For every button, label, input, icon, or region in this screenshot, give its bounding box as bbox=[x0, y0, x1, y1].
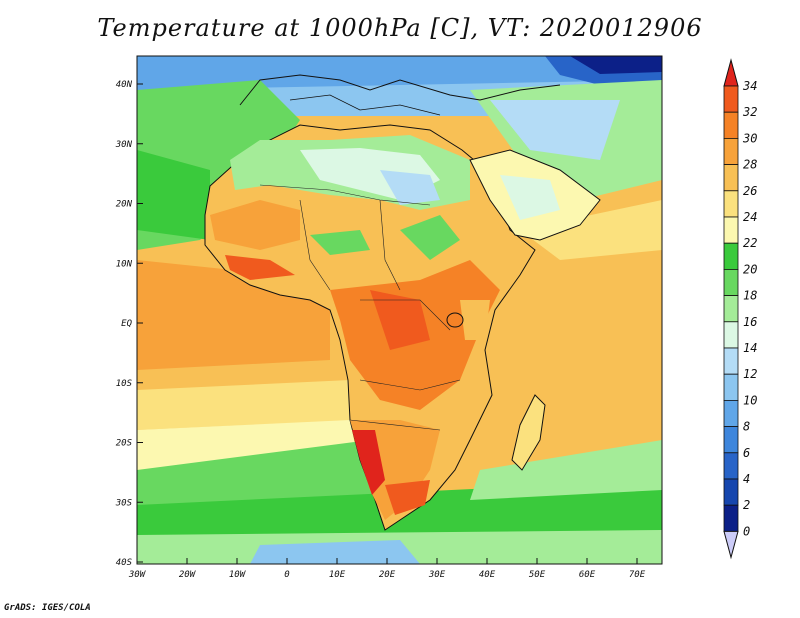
colorbar-label: 28 bbox=[743, 158, 757, 172]
lat-tick-label: 40S bbox=[116, 558, 133, 568]
colorbar-label: 24 bbox=[743, 210, 757, 224]
colorbar-label: 22 bbox=[743, 236, 757, 250]
lon-tick-label: 10E bbox=[329, 570, 346, 580]
colorbar-segment bbox=[723, 85, 739, 113]
colorbar-segment bbox=[723, 478, 739, 506]
madagascar-landmass bbox=[511, 394, 546, 471]
europe-coastline bbox=[239, 74, 561, 106]
map-title: Temperature at 1000hPa [C], VT: 20200129… bbox=[97, 14, 703, 42]
lon-tick-label: 30W bbox=[128, 570, 147, 580]
colorbar-segment bbox=[723, 321, 739, 349]
colorbar-label: 2 bbox=[743, 498, 750, 512]
lat-tick-label: 30N bbox=[115, 140, 133, 150]
lon-tick-label: 70E bbox=[629, 570, 646, 580]
latitude-axis: 40N 30N 20N 10N EQ 10S 20S 30S 40S bbox=[115, 80, 143, 568]
colorbar-label: 30 bbox=[742, 131, 757, 145]
lon-tick-label: 50E bbox=[529, 570, 546, 580]
colorbar-segment bbox=[723, 111, 739, 139]
map-frame bbox=[136, 55, 663, 565]
colorbar-segment bbox=[723, 426, 739, 454]
colorbar-label: 6 bbox=[743, 446, 750, 460]
lat-tick-label: 20N bbox=[116, 200, 133, 210]
colorbar-segment bbox=[723, 452, 739, 480]
lat-tick-label: EQ bbox=[121, 319, 132, 329]
colorbar-top-arrow bbox=[723, 58, 739, 87]
colorbar-segment bbox=[723, 373, 739, 401]
colorbar-segment bbox=[723, 164, 739, 192]
lon-tick-label: 10W bbox=[229, 570, 247, 580]
lat-tick-label: 10N bbox=[116, 259, 133, 269]
colorbar-label: 18 bbox=[743, 289, 757, 303]
lat-tick-label: 20S bbox=[116, 439, 133, 449]
lat-tick-label: 30S bbox=[115, 498, 133, 508]
lon-tick-label: 40E bbox=[479, 570, 496, 580]
colorbar-segment bbox=[723, 504, 739, 532]
colorbar-segment bbox=[723, 216, 739, 244]
colorbar-segment bbox=[723, 399, 739, 427]
colorbar-label: 20 bbox=[743, 262, 757, 276]
colorbar-segment bbox=[723, 190, 739, 218]
lon-tick-label: 60E bbox=[579, 570, 596, 580]
map-plot-area bbox=[137, 56, 662, 564]
colorbar-label: 12 bbox=[743, 367, 757, 381]
colorbar-label: 10 bbox=[743, 393, 757, 407]
colorbar-label: 34 bbox=[742, 79, 757, 93]
colorbar-label: 26 bbox=[743, 184, 757, 198]
longitude-axis: 30W 20W 10W 0 10E 20E 30E 40E 50E 60E 70E bbox=[128, 558, 646, 580]
credit-label: GrADS: IGES/COLA bbox=[4, 603, 91, 613]
colorbar-label: 32 bbox=[742, 105, 757, 119]
lat-tick-label: 10S bbox=[116, 379, 133, 389]
lat-tick-label: 40N bbox=[116, 80, 133, 90]
colorbar-segment bbox=[723, 268, 739, 296]
colorbar-label: 8 bbox=[743, 420, 750, 434]
colorbar-label: 0 bbox=[743, 524, 750, 538]
colorbar-segment bbox=[723, 347, 739, 375]
colorbar-label: 4 bbox=[743, 472, 750, 486]
lon-tick-label: 20W bbox=[179, 570, 197, 580]
colorbar-label: 14 bbox=[743, 341, 757, 355]
colorbar-segment bbox=[723, 295, 739, 323]
lon-tick-label: 30E bbox=[428, 570, 446, 580]
lon-tick-label: 20E bbox=[379, 570, 396, 580]
lon-tick-label: 0 bbox=[284, 570, 289, 580]
colorbar-label: 16 bbox=[743, 315, 757, 329]
colorbar-bottom-arrow bbox=[723, 530, 739, 560]
colorbar-segment bbox=[723, 242, 739, 270]
colorbar-segment bbox=[723, 137, 739, 165]
